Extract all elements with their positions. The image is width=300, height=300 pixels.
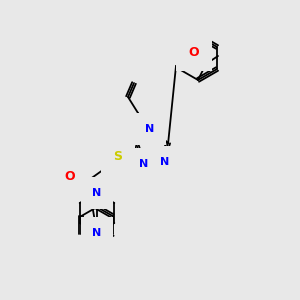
- Text: O: O: [189, 46, 199, 59]
- Text: N: N: [140, 159, 148, 169]
- Text: N: N: [160, 157, 169, 167]
- Text: N: N: [146, 124, 154, 134]
- Text: S: S: [113, 150, 122, 163]
- Text: N: N: [92, 228, 102, 238]
- Text: O: O: [64, 170, 75, 183]
- Text: N: N: [92, 188, 102, 198]
